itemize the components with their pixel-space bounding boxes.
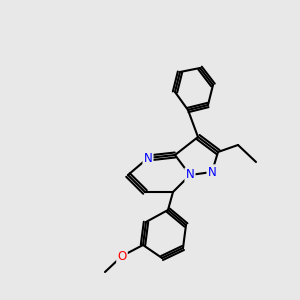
Text: N: N [208, 166, 216, 178]
Text: N: N [144, 152, 152, 164]
Text: O: O [117, 250, 127, 262]
Text: N: N [186, 169, 194, 182]
